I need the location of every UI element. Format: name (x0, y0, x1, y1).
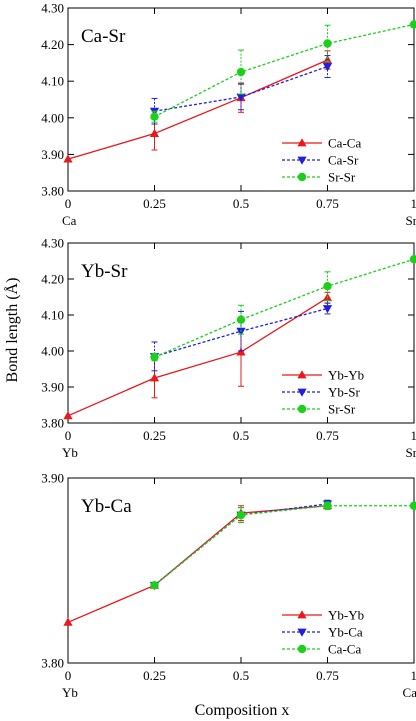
panel-ca-sr: 3.80 3.90 4.00 4.10 4.20 4.30 0 0.25 0.5 0.75 1 Ca S… (41, 1, 416, 228)
y-tick-label: 4.30 (41, 1, 64, 16)
panel-yb-sr: 3.80 3.90 4.00 4.10 4.20 4.30 0 0.25 0.5 0.75 1 Yb S… (41, 236, 416, 460)
x-tick-label: 1 (411, 428, 416, 443)
data-point (150, 112, 159, 121)
data-point (63, 154, 73, 163)
data-point (149, 128, 160, 137)
legend-label: Yb-Ca (328, 625, 363, 640)
series-line (67, 297, 328, 417)
legend-label: Sr-Sr (328, 402, 356, 417)
panel-title: Yb-Ca (81, 496, 132, 517)
x-tick-label: 0 (65, 196, 72, 211)
data-point (236, 327, 246, 336)
y-tick-label: 4.00 (41, 110, 64, 125)
x-tick-label: 0 (65, 668, 72, 683)
x-tick-label: 1 (411, 196, 416, 211)
y-tick-label: 3.80 (41, 416, 64, 431)
data-point (236, 93, 246, 102)
x-tick-label: 0.25 (143, 668, 166, 683)
legend-marker (297, 370, 307, 379)
panel-yb-ca: 3.80 3.90 0 0.25 0.5 0.75 1 Yb Ca Yb-Ca Yb-Yb Yb-Ca… (41, 471, 416, 700)
panel-title: Ca-Sr (81, 26, 126, 47)
legend-marker (297, 388, 307, 397)
y-tick-label: 4.10 (41, 308, 64, 323)
legend-label: Ca-Ca (328, 642, 361, 657)
data-point (323, 501, 332, 510)
end-label-left: Yb (62, 445, 78, 460)
x-tick-label: 0.5 (233, 668, 249, 683)
x-tick-label: 0.75 (316, 668, 339, 683)
y-tick-label: 4.00 (41, 344, 64, 359)
data-point (322, 63, 333, 72)
x-tick-label: 0.75 (316, 428, 339, 443)
x-tick-label: 1 (411, 668, 416, 683)
y-tick-label: 3.90 (41, 471, 64, 486)
end-label-left: Yb (62, 685, 78, 700)
data-point (63, 411, 73, 420)
legend-label: Yb-Yb (328, 368, 364, 383)
legend-marker (297, 610, 307, 619)
data-point (409, 255, 416, 264)
series-line (67, 59, 328, 160)
y-tick-label: 4.20 (41, 272, 64, 287)
legend-marker (297, 156, 307, 165)
legend: Ca-Ca Ca-Sr Sr-Sr (282, 136, 361, 185)
series-ca-ca (63, 50, 333, 163)
x-tick-label: 0.5 (233, 196, 249, 211)
data-point (150, 352, 159, 362)
x-tick-label: 0.75 (316, 196, 339, 211)
legend-label: Yb-Yb (328, 608, 364, 623)
y-tick-label: 3.80 (41, 184, 64, 199)
series-sr-sr (150, 255, 416, 362)
data-point (322, 305, 333, 314)
legend: Yb-Yb Yb-Sr Sr-Sr (282, 368, 364, 417)
y-tick-label: 4.20 (41, 37, 64, 52)
y-tick-label: 4.10 (41, 74, 64, 89)
legend-marker (297, 644, 307, 654)
legend-label: Ca-Sr (328, 153, 359, 168)
legend-marker (297, 404, 307, 414)
series-line (67, 505, 328, 623)
panel-title: Yb-Sr (81, 261, 128, 282)
series-line (154, 505, 414, 586)
y-tick-label: 4.30 (41, 236, 64, 251)
data-point (236, 510, 246, 520)
end-label-right: Sr (405, 213, 416, 228)
data-point (236, 67, 246, 77)
data-point (409, 20, 416, 29)
y-axis-label: Bond length (Å) (3, 278, 21, 383)
data-point (236, 315, 246, 324)
legend-marker (297, 628, 307, 637)
series-line (154, 258, 415, 358)
end-label-right: Ca (403, 685, 416, 700)
legend-label: Sr-Sr (328, 170, 356, 185)
y-tick-label: 3.80 (41, 656, 64, 671)
legend-marker (297, 172, 307, 182)
legend-marker (297, 138, 307, 147)
x-axis-label: Composition x (195, 702, 290, 719)
series-sr-sr (150, 20, 416, 123)
data-point (323, 282, 332, 291)
legend-label: Yb-Sr (328, 385, 360, 400)
series-yb-yb (63, 500, 333, 626)
series-line (154, 23, 415, 118)
x-tick-label: 0.5 (233, 428, 249, 443)
end-label-right: Sr (405, 445, 416, 460)
data-point (63, 617, 73, 626)
series-yb-yb (63, 291, 333, 420)
series-ca-ca (150, 501, 416, 590)
y-tick-label: 3.90 (41, 147, 64, 162)
data-point (323, 39, 332, 48)
x-tick-label: 0 (65, 428, 72, 443)
y-tick-label: 3.90 (41, 380, 64, 395)
x-tick-label: 0.25 (143, 428, 166, 443)
data-point (409, 501, 416, 510)
legend-label: Ca-Ca (328, 136, 361, 151)
legend: Yb-Yb Yb-Ca Ca-Ca (282, 608, 364, 657)
x-tick-label: 0.25 (143, 196, 166, 211)
end-label-left: Ca (62, 213, 77, 228)
data-point (149, 373, 160, 382)
data-point (150, 581, 159, 590)
